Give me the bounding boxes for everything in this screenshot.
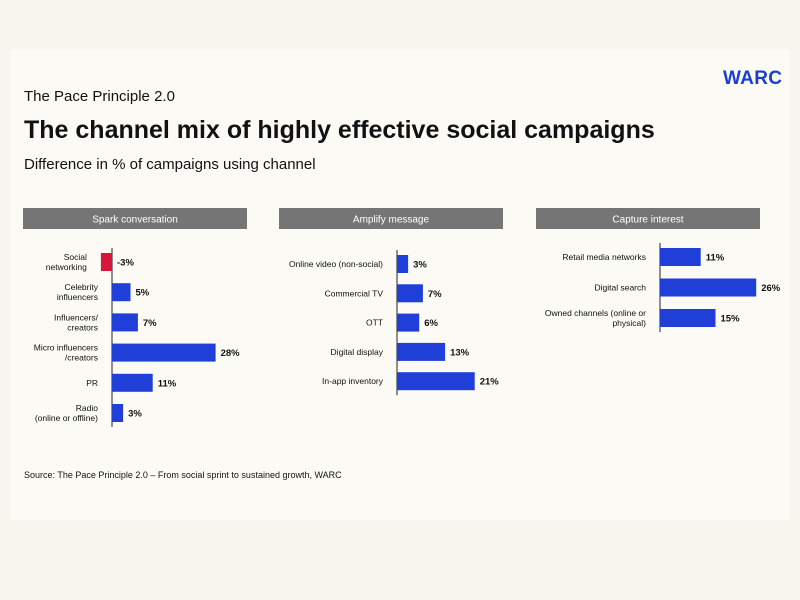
bar-amplify-message-0 — [397, 255, 409, 273]
category-label-spark-conversation-2: Influencers/creators — [54, 312, 99, 332]
category-label-amplify-message-0: Online video (non-social) — [289, 259, 383, 269]
bar-spark-conversation-3 — [112, 343, 216, 362]
panel-title-spark-conversation: Spark conversation — [92, 215, 178, 226]
category-label-amplify-message-1: Commercial TV — [325, 288, 384, 298]
category-label-spark-conversation-1: Celebrity influencers — [57, 282, 99, 302]
source-note: Source: The Pace Principle 2.0 – From so… — [24, 470, 342, 480]
category-label-spark-conversation-0: Social networking — [46, 252, 87, 272]
panel-header-capture-interest — [536, 208, 760, 229]
bar-capture-interest-0 — [660, 248, 701, 266]
value-label-amplify-message-0: 3% — [413, 260, 427, 271]
chart-subtitle: Difference in % of campaigns using chann… — [24, 156, 316, 173]
category-label-amplify-message-4: In-app inventory — [322, 376, 384, 386]
value-label-capture-interest-1: 26% — [761, 283, 781, 294]
value-label-spark-conversation-5: 3% — [128, 409, 142, 420]
category-label-spark-conversation-3: Micro influencers/creators — [34, 343, 98, 363]
bar-amplify-message-4 — [397, 372, 475, 391]
category-label-amplify-message-2: OTT — [366, 318, 383, 328]
value-label-amplify-message-2: 6% — [424, 318, 438, 329]
value-label-spark-conversation-0: -3% — [117, 258, 134, 269]
category-label-capture-interest-2: Owned channels (online or physical) — [545, 308, 646, 328]
page-title: The channel mix of highly effective soci… — [24, 116, 655, 144]
bar-spark-conversation-5 — [112, 404, 124, 422]
bar-spark-conversation-2 — [112, 313, 138, 332]
value-label-spark-conversation-4: 11% — [158, 378, 177, 389]
category-label-capture-interest-1: Digital search — [595, 283, 647, 293]
bar-spark-conversation-4 — [112, 373, 153, 392]
panel-title-capture-interest: Capture interest — [612, 215, 683, 226]
bar-spark-conversation-0 — [100, 253, 112, 271]
panel-header-amplify-message — [279, 208, 503, 229]
value-label-spark-conversation-3: 28% — [221, 348, 241, 359]
value-label-amplify-message-3: 13% — [450, 347, 470, 358]
panel-title-amplify-message: Amplify message — [353, 215, 430, 226]
report-name: The Pace Principle 2.0 — [24, 88, 175, 105]
bar-spark-conversation-1 — [112, 283, 131, 302]
value-label-amplify-message-1: 7% — [428, 289, 442, 300]
panel-header-spark-conversation — [23, 208, 247, 229]
value-label-amplify-message-4: 21% — [480, 377, 500, 388]
value-label-capture-interest-0: 11% — [706, 253, 725, 264]
category-label-amplify-message-3: Digital display — [331, 347, 384, 357]
bar-capture-interest-2 — [660, 309, 716, 327]
warc-logo: WARC — [723, 68, 783, 89]
bar-amplify-message-2 — [397, 313, 420, 332]
value-label-spark-conversation-1: 5% — [136, 288, 150, 299]
bar-amplify-message-3 — [397, 342, 446, 361]
category-label-capture-interest-0: Retail media networks — [562, 252, 646, 262]
bar-capture-interest-1 — [660, 278, 757, 297]
category-label-spark-conversation-4: PR — [86, 378, 98, 388]
bar-amplify-message-1 — [397, 284, 423, 303]
value-label-spark-conversation-2: 7% — [143, 318, 157, 329]
category-label-spark-conversation-5: Radio (online or offline) — [35, 403, 98, 423]
value-label-capture-interest-2: 15% — [721, 314, 741, 325]
